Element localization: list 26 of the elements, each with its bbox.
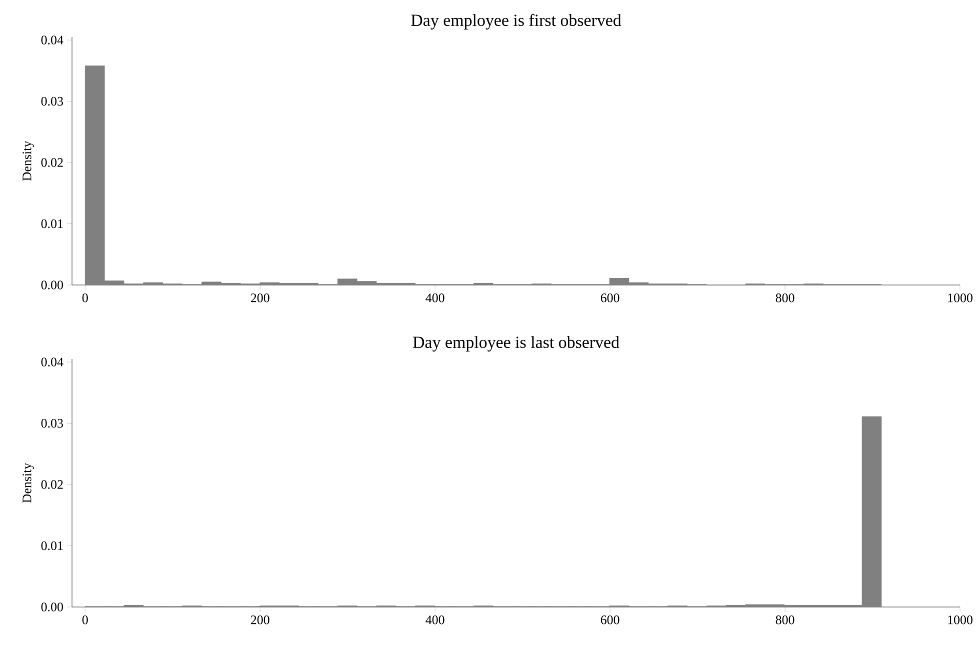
x-tick-label: 1000 [948, 294, 972, 302]
y-tick-label: 0.03 [41, 96, 63, 106]
x-tick-label: 200 [250, 616, 270, 624]
y-tick-label: 0.01 [41, 219, 63, 228]
y-tick-label: 0.03 [41, 418, 63, 428]
y-tick-label: 0.04 [41, 358, 64, 366]
x-tick-label: 0 [82, 616, 88, 624]
x-tick-label: 800 [776, 616, 794, 624]
x-tick-label: 600 [600, 294, 620, 302]
y-tick-label: 0.01 [41, 541, 63, 550]
y-tick-label: 0.02 [41, 480, 63, 489]
y-axis-title: Density [22, 140, 34, 181]
x-tick-label: 600 [600, 616, 620, 624]
x-tick-label: 1000 [948, 616, 972, 624]
y-tick-label: 0.04 [41, 36, 64, 44]
x-tick-label: 400 [426, 294, 444, 302]
y-tick-label: 0.00 [41, 280, 63, 290]
x-tick-label: 400 [426, 616, 444, 624]
x-tick-label: 200 [250, 294, 270, 302]
chart-title: Day employee is last observed [413, 336, 620, 352]
y-tick-label: 0.02 [41, 158, 63, 167]
chart-title: Day employee is first observed [411, 14, 622, 30]
y-axis-title: Density [22, 462, 34, 503]
x-tick-label: 800 [776, 294, 794, 302]
y-tick-label: 0.00 [41, 602, 63, 612]
x-tick-label: 0 [82, 294, 88, 302]
